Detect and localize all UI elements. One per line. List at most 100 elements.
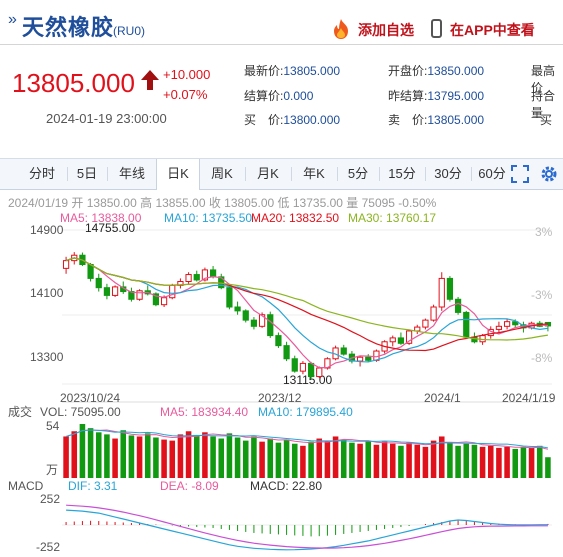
candle[interactable] — [463, 310, 470, 339]
candle[interactable] — [128, 287, 135, 302]
candle[interactable] — [503, 318, 511, 330]
candle[interactable] — [193, 270, 200, 282]
tab-intraday[interactable]: 分时 — [28, 166, 55, 181]
volume-bar — [144, 433, 151, 478]
candle[interactable] — [275, 332, 282, 348]
vol-ma5-line — [65, 429, 549, 450]
candle-body — [316, 367, 323, 378]
arrow-up-icon — [140, 68, 160, 97]
candle[interactable] — [201, 267, 209, 282]
quote-field: 持合量 — [531, 89, 556, 120]
settings-icon[interactable] — [540, 165, 558, 188]
candle[interactable] — [454, 296, 462, 315]
candle[interactable] — [422, 318, 429, 330]
candle-body — [242, 310, 249, 321]
ma20-line — [65, 257, 548, 352]
tab-monthly-k[interactable]: 月K — [257, 166, 279, 181]
volume-bar — [414, 444, 421, 478]
tab-30min[interactable]: 30分 — [434, 166, 462, 181]
candle[interactable] — [495, 321, 503, 333]
volume-bar — [520, 446, 527, 478]
tab-5min[interactable]: 5分 — [347, 166, 369, 181]
ohlc-info: 2024/01/19 开 13850.00 高 13855.00 收 13805… — [8, 196, 437, 210]
tab-weekly-k[interactable]: 周K — [211, 166, 233, 181]
tab-yearline[interactable]: 年线 — [118, 166, 145, 181]
candle[interactable] — [316, 366, 323, 379]
quote-field: 结算价:0.000 — [244, 89, 314, 103]
candle-body — [169, 284, 176, 299]
candle[interactable] — [258, 312, 266, 328]
candle[interactable] — [177, 278, 184, 289]
candle[interactable] — [267, 311, 274, 338]
open-in-app-link[interactable]: 在APP中查看 — [450, 22, 535, 38]
tab-5day[interactable]: 5日 — [76, 166, 98, 181]
add-favorite-button[interactable]: 添加自选 — [358, 22, 414, 38]
volume-bar — [308, 441, 314, 478]
candle-body — [479, 335, 486, 343]
tab-yearly-k[interactable]: 年K — [303, 166, 325, 181]
quote-field: 最高价 — [531, 64, 556, 95]
candle[interactable] — [226, 285, 233, 310]
volume-bar — [430, 440, 437, 478]
candle-body — [405, 330, 413, 344]
candle[interactable] — [340, 344, 347, 356]
candle[interactable] — [414, 324, 421, 335]
volume-bar — [193, 435, 200, 478]
candle[interactable] — [234, 301, 241, 315]
candle[interactable] — [111, 285, 119, 297]
macd-label: MACD: 22.80 — [250, 479, 322, 493]
candle[interactable] — [62, 256, 70, 274]
volume-bar — [438, 436, 445, 478]
phone-icon[interactable] — [431, 19, 442, 38]
candle[interactable] — [136, 289, 143, 301]
macd-title: MACD — [8, 479, 44, 493]
candle[interactable] — [95, 273, 102, 292]
candle[interactable] — [299, 361, 307, 375]
candle[interactable] — [365, 354, 372, 362]
ma20-label: MA20: 13832.50 — [251, 211, 340, 225]
candle[interactable] — [250, 317, 258, 330]
volume-bar — [406, 442, 412, 478]
page-title: 天然橡胶 — [22, 15, 115, 40]
candle[interactable] — [446, 276, 454, 302]
candle-body — [512, 321, 519, 326]
candle-body — [95, 277, 102, 289]
quote-field: 买 价:13800.000 — [244, 113, 341, 127]
candle[interactable] — [356, 355, 364, 367]
volume-bar — [332, 436, 339, 478]
candle[interactable] — [169, 283, 176, 300]
tab-daily-k[interactable]: 日K — [156, 159, 200, 190]
volume-bar — [455, 445, 461, 478]
ma30-line — [65, 257, 548, 341]
candle[interactable] — [218, 273, 225, 290]
candle[interactable] — [103, 283, 111, 300]
candle[interactable] — [185, 272, 192, 284]
volume-bar — [447, 442, 453, 478]
fullscreen-icon[interactable] — [511, 165, 529, 188]
pct-tick-label: -8% — [531, 351, 553, 365]
candle[interactable] — [397, 332, 405, 345]
volume-bar — [153, 437, 159, 478]
candle[interactable] — [152, 292, 160, 307]
tab-15min[interactable]: 15分 — [388, 166, 416, 181]
volume-bar — [210, 436, 216, 478]
divider — [471, 167, 472, 181]
candle[interactable] — [430, 304, 437, 322]
candle[interactable] — [405, 329, 413, 345]
candle[interactable] — [332, 345, 339, 361]
candle[interactable] — [291, 355, 298, 373]
candle-body — [136, 290, 143, 300]
quote-field: 昨结算:13795.000 — [388, 89, 485, 103]
candle-body — [218, 276, 225, 289]
ma10-line — [65, 257, 548, 363]
candle-body — [258, 314, 266, 327]
quote-timestamp: 2024-01-19 23:00:00 — [46, 111, 167, 126]
fire-icon[interactable] — [330, 18, 352, 45]
tab-60min[interactable]: 60分 — [478, 166, 506, 181]
candle[interactable] — [283, 341, 290, 362]
candle[interactable] — [389, 335, 396, 347]
candle[interactable] — [438, 272, 445, 311]
candle[interactable] — [242, 309, 249, 323]
ma5-label: MA5: 13838.00 — [60, 211, 142, 225]
